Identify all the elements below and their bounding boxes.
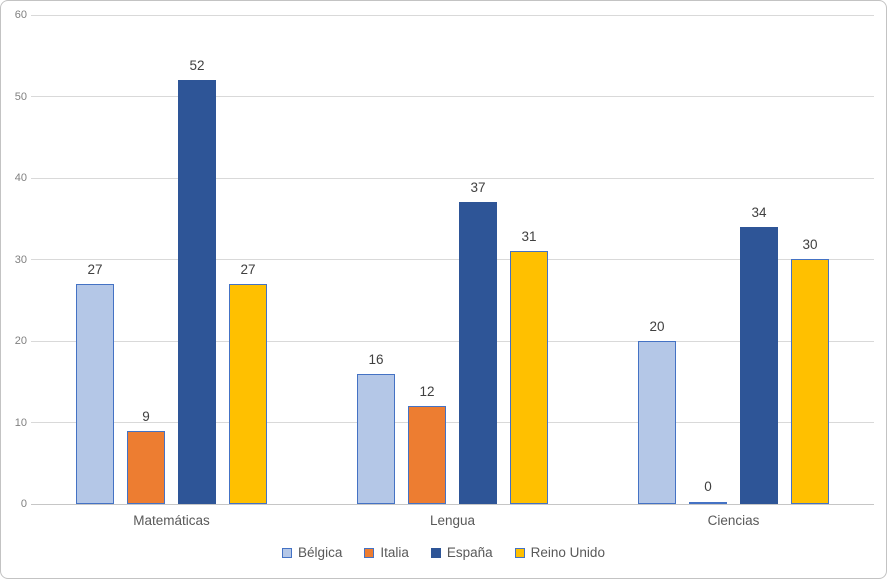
bar-italia-ciencias: [689, 502, 727, 504]
bar-italia-matematicas: [127, 431, 165, 504]
gridline-40: [31, 177, 874, 179]
legend-item-espana: España: [430, 545, 493, 561]
bar-italia-lengua: [408, 406, 446, 504]
y-tick-label-10: 10: [14, 416, 27, 429]
bar-value-label-reino-unido-lengua: 31: [521, 229, 537, 244]
bar-slot-espana-lengua: 37: [459, 15, 497, 504]
bar-value-label-italia-ciencias: 0: [704, 479, 712, 494]
bar-value-label-espana-lengua: 37: [470, 180, 486, 195]
bar-belgica-matematicas: [76, 284, 114, 504]
gridline-50: [31, 96, 874, 97]
bar-value-label-belgica-lengua: 16: [368, 352, 384, 367]
category-group-lengua: 16 12 37 31: [312, 15, 593, 504]
bar-value-label-espana-ciencias: 34: [751, 205, 767, 220]
bar-reino-unido-matematicas: [229, 284, 267, 504]
category-group-matematicas: 27 9 52 27: [31, 15, 312, 504]
bar-slot-italia-matematicas: 9: [127, 15, 165, 504]
bar-slot-belgica-ciencias: 20: [638, 15, 676, 504]
bar-espana-lengua: [459, 202, 497, 504]
legend-marker-espana-icon: [430, 548, 441, 558]
legend-label-italia: Italia: [380, 545, 409, 560]
y-tick-label-0: 0: [20, 498, 27, 510]
category-group-ciencias: 20 0 34 30: [593, 15, 874, 504]
legend-label-reino-unido: Reino Unido: [530, 545, 605, 560]
bar-slot-espana-ciencias: 34: [740, 15, 778, 504]
bar-belgica-ciencias: [638, 341, 676, 504]
x-axis-line: [31, 503, 874, 505]
y-axis: 0 10 20 30 40 50 60: [1, 9, 27, 510]
bar-slot-reino-unido-lengua: 31: [510, 15, 548, 504]
legend-marker-italia-icon: [364, 548, 375, 558]
plot-area: 27 9 52 27 16 12 37 31 20 0 34 30: [31, 14, 874, 505]
bar-slot-belgica-lengua: 16: [357, 15, 395, 504]
gridline-10: [31, 422, 874, 423]
legend-marker-reino-unido-icon: [514, 548, 525, 558]
y-tick-label-20: 20: [14, 335, 27, 347]
y-tick-label-30: 30: [14, 253, 27, 266]
bar-value-label-belgica-ciencias: 20: [649, 319, 665, 334]
legend-item-belgica: Bélgica: [282, 545, 342, 561]
bar-belgica-lengua: [357, 374, 395, 504]
x-axis: Matemáticas Lengua Ciencias: [31, 512, 874, 530]
category-label-matematicas: Matemáticas: [133, 513, 210, 528]
gridline-60: [31, 14, 874, 16]
bar-value-label-italia-matematicas: 9: [142, 409, 150, 424]
bar-value-label-reino-unido-ciencias: 30: [802, 237, 818, 252]
legend: Bélgica Italia España Reino Unido: [1, 545, 886, 561]
bar-reino-unido-lengua: [510, 251, 548, 504]
category-label-ciencias: Ciencias: [707, 513, 760, 528]
bar-slot-italia-lengua: 12: [408, 15, 446, 504]
legend-label-espana: España: [446, 545, 493, 560]
bar-slot-belgica-matematicas: 27: [76, 15, 114, 504]
bar-espana-ciencias: [740, 227, 778, 504]
legend-marker-belgica-icon: [282, 548, 293, 558]
y-tick-label-50: 50: [14, 90, 27, 103]
bar-value-label-belgica-matematicas: 27: [87, 262, 103, 277]
category-label-lengua: Lengua: [429, 513, 476, 528]
bar-slot-reino-unido-ciencias: 30: [791, 15, 829, 504]
y-tick-label-60: 60: [14, 9, 27, 21]
legend-label-belgica: Bélgica: [298, 545, 343, 560]
gridline-30: [31, 259, 874, 260]
bar-value-label-reino-unido-matematicas: 27: [240, 262, 256, 277]
gridline-20: [31, 340, 874, 342]
bar-slot-italia-ciencias: 0: [689, 15, 727, 504]
bar-espana-matematicas: [178, 80, 216, 504]
bar-slot-reino-unido-matematicas: 27: [229, 15, 267, 504]
bar-groups: 27 9 52 27 16 12 37 31 20 0 34 30: [31, 15, 874, 504]
y-tick-label-40: 40: [14, 172, 27, 184]
bar-reino-unido-ciencias: [791, 259, 829, 504]
legend-item-italia: Italia: [364, 545, 409, 561]
bar-value-label-espana-matematicas: 52: [189, 58, 205, 73]
bar-slot-espana-matematicas: 52: [178, 15, 216, 504]
legend-item-reino-unido: Reino Unido: [514, 545, 605, 561]
bar-value-label-italia-lengua: 12: [419, 384, 435, 399]
